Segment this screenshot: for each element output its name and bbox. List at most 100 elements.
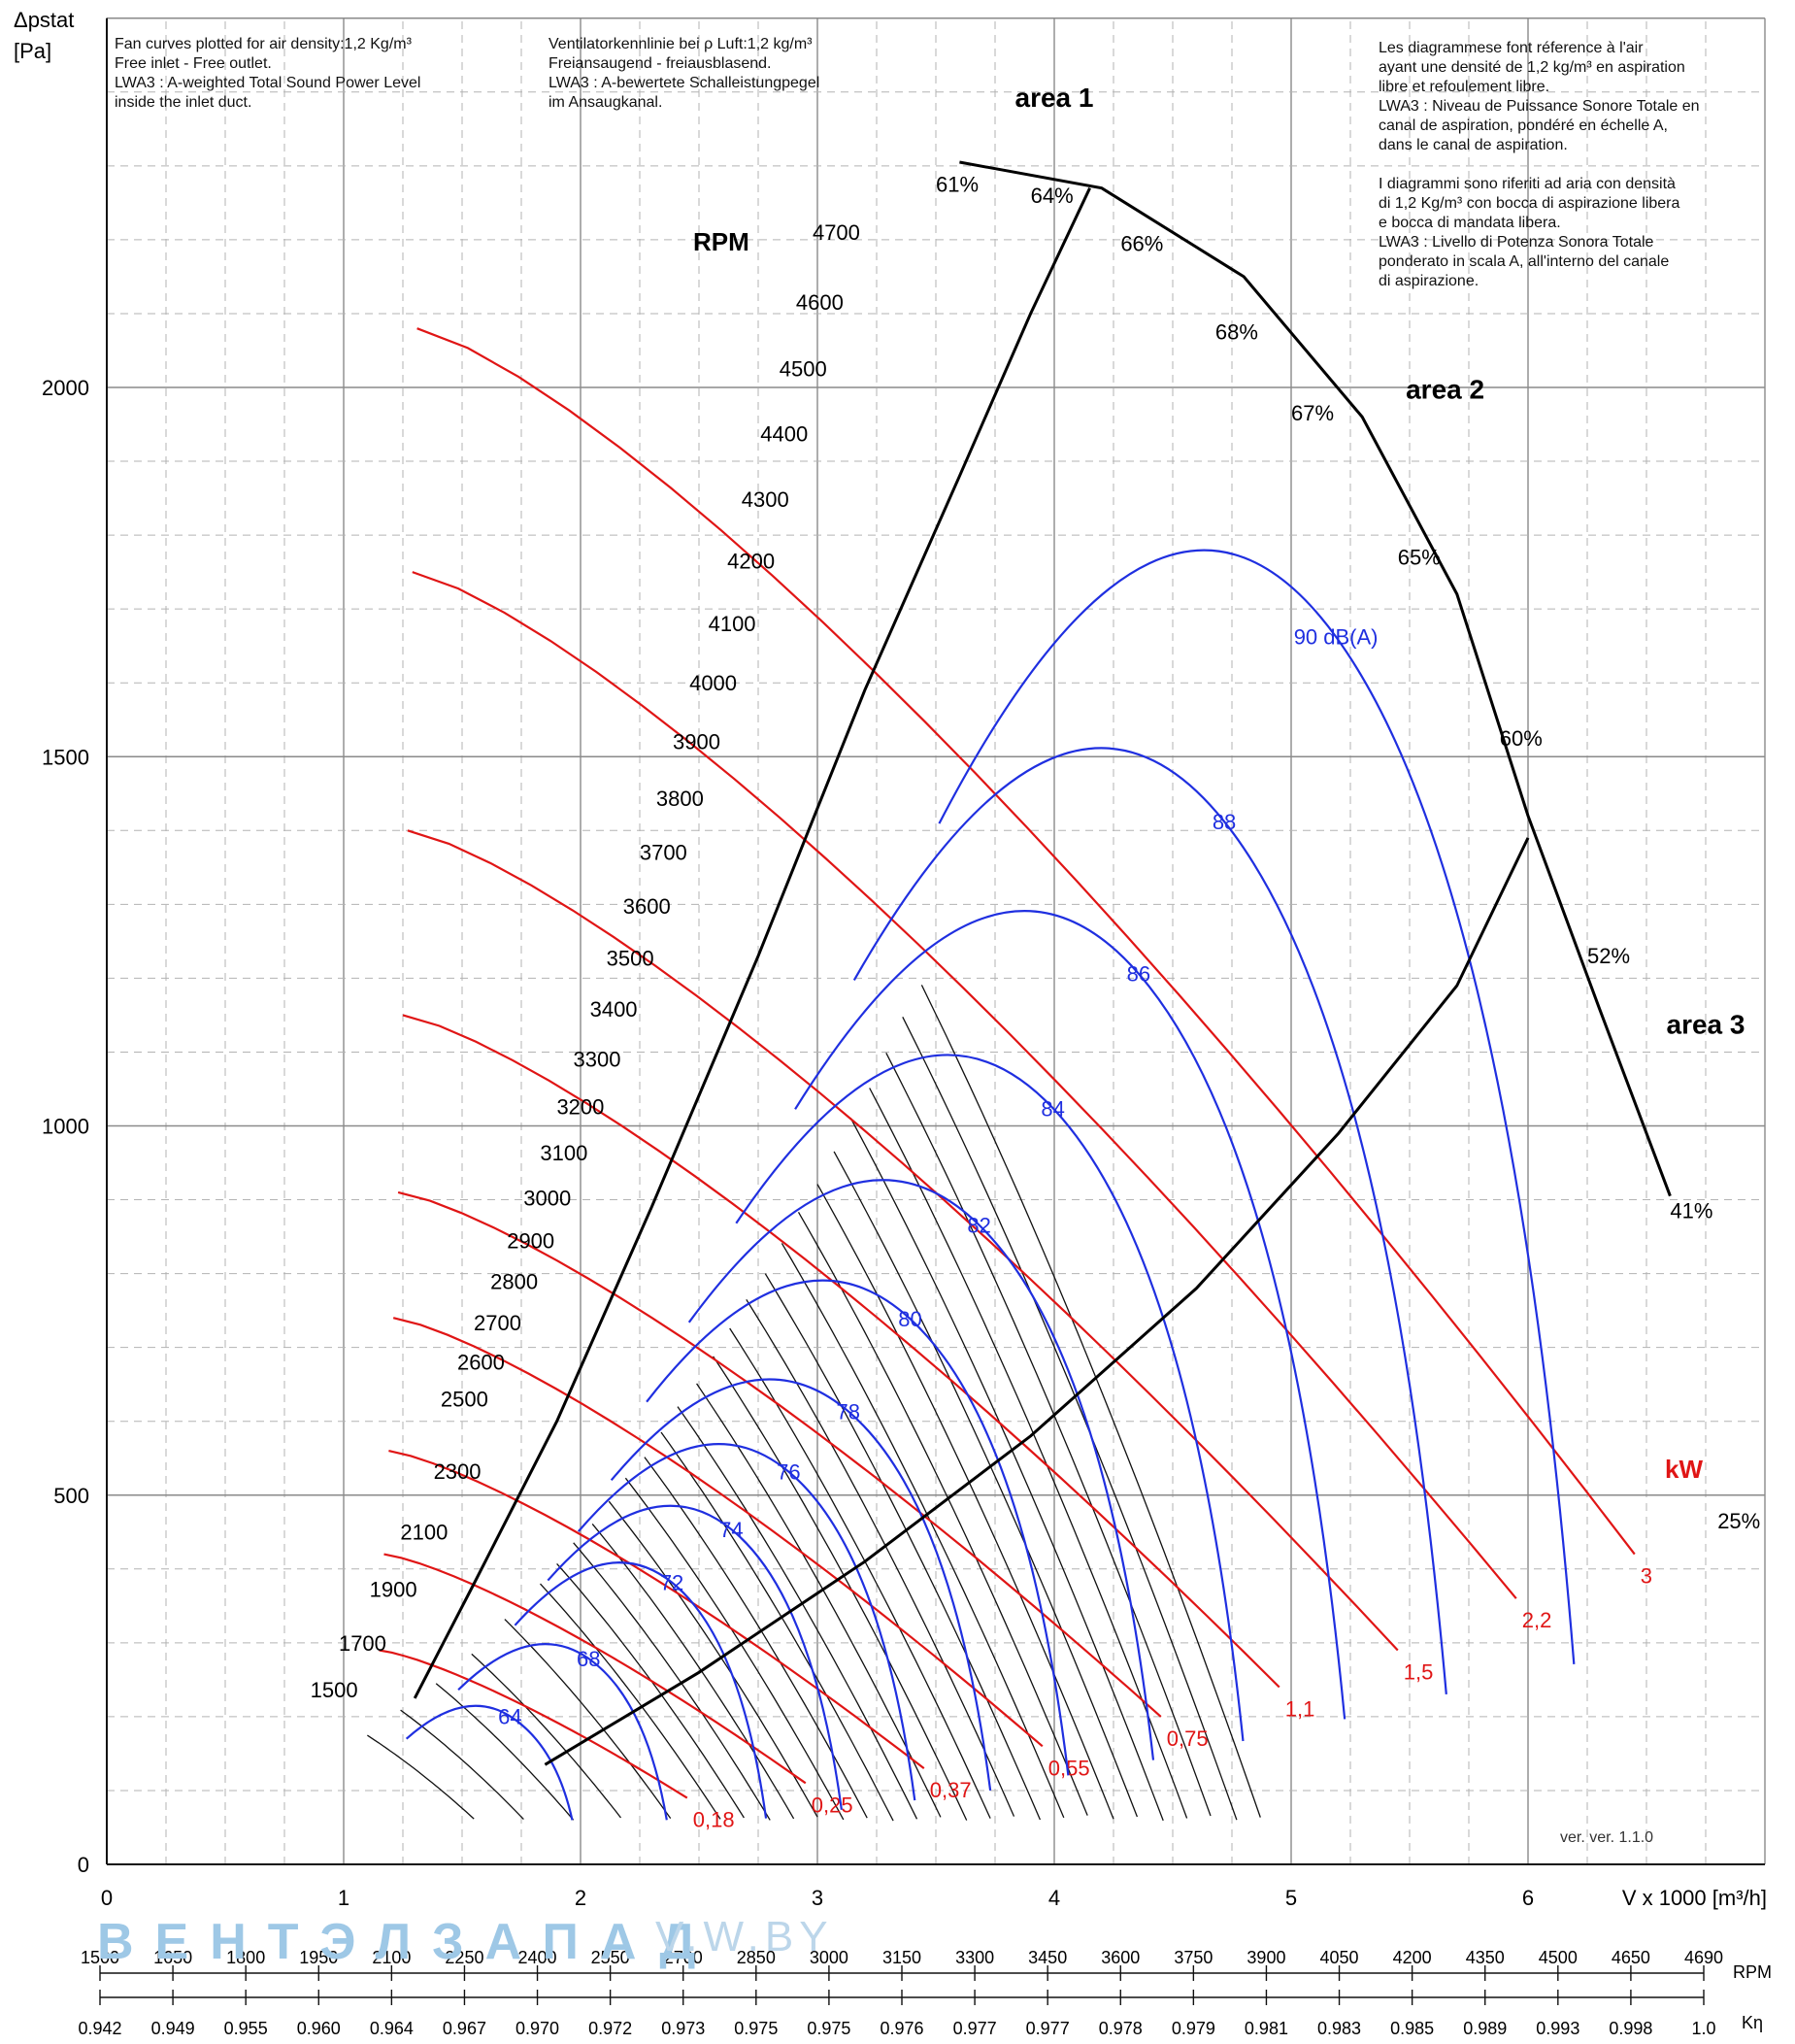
rpm-scale-tick-label: 3450 xyxy=(1028,1948,1067,1967)
rpm-scale-tick-label: 4200 xyxy=(1393,1948,1432,1967)
rpm-curve xyxy=(781,1243,1065,1819)
k-scale-tick-label: 0.977 xyxy=(1026,2019,1070,2038)
rpm-label: 4000 xyxy=(689,671,737,695)
efficiency-label: 65% xyxy=(1398,546,1441,570)
rpm-label: 3700 xyxy=(640,841,687,865)
rpm-curve xyxy=(504,1619,672,1819)
x-axis-label: V x 1000 [m³/h] xyxy=(1622,1886,1767,1910)
noise-curves: 64 68 72 74 76 78 80 82 84 86 88 90 dB(A) xyxy=(405,549,1576,1821)
y-tick-label: 1000 xyxy=(42,1115,89,1139)
power-unit-label: kW xyxy=(1665,1455,1703,1484)
power-curve xyxy=(402,1014,1280,1689)
rpm-label: 3600 xyxy=(623,894,671,919)
rpm-curve xyxy=(797,1211,1088,1816)
rpm-curve xyxy=(849,1117,1164,1822)
k-scale-tick-label: 1.0 xyxy=(1691,2019,1715,2038)
k-scale-tick-label: 0.979 xyxy=(1172,2019,1215,2038)
noise-curve xyxy=(514,1561,768,1819)
x-tick-label: 3 xyxy=(812,1886,823,1910)
rpm-curve xyxy=(746,1298,1015,1817)
k-scale-tick-label: 0.964 xyxy=(370,2019,414,2038)
noise-label: 64 xyxy=(498,1704,521,1728)
rpm-curve xyxy=(591,1523,795,1820)
k-scale-tick-label: 0.993 xyxy=(1536,2019,1579,2038)
k-scale-tick-label: 0.989 xyxy=(1463,2019,1507,2038)
rpm-curve xyxy=(400,1709,524,1821)
rpm-scale-tick-label: 4650 xyxy=(1612,1948,1650,1967)
rpm-curve xyxy=(764,1273,1041,1821)
note-french-italian: Les diagrammese font réference à l'air a… xyxy=(1379,40,1700,289)
y-tick-label: 500 xyxy=(53,1484,89,1508)
rpm-label: 3400 xyxy=(590,997,638,1022)
efficiency-label: 64% xyxy=(1031,184,1074,208)
rpm-scale-tick-label: 3300 xyxy=(955,1948,994,1967)
rpm-scale-tick-label: 2850 xyxy=(737,1948,776,1967)
k-scale-tick-label: 0.973 xyxy=(661,2019,705,2038)
rpm-scale-tick-label: 3600 xyxy=(1101,1948,1140,1967)
k-scale-tick-label: 0.949 xyxy=(151,2019,195,2038)
power-label: 0,18 xyxy=(693,1808,735,1832)
rpm-label: 4100 xyxy=(709,612,756,636)
rpm-label: 2800 xyxy=(490,1270,538,1294)
watermark-domain: V.W.BY xyxy=(655,1913,834,1960)
note-german: Ventilatorkennlinie bei ρ Luft:1,2 kg/m³… xyxy=(548,36,820,111)
rpm-label: 2300 xyxy=(434,1459,482,1484)
k-scale-label: Kη xyxy=(1742,2013,1763,2032)
system-line xyxy=(332,639,837,1864)
noise-curve xyxy=(687,1179,1155,1760)
rpm-curve xyxy=(816,1184,1114,1820)
area-boundaries xyxy=(413,160,1672,1766)
efficiency-envelope xyxy=(959,160,1672,1197)
noise-label: 78 xyxy=(836,1399,859,1424)
noise-curve xyxy=(547,1504,843,1810)
x-tick-label: 5 xyxy=(1285,1886,1297,1910)
rpm-label: 3100 xyxy=(540,1141,587,1165)
efficiency-label: 61% xyxy=(936,172,979,196)
rpm-curve xyxy=(902,1017,1238,1821)
k-scale-tick-label: 0.985 xyxy=(1390,2019,1434,2038)
rpm-curve xyxy=(644,1457,868,1819)
rpm-scale-tick-label: 1650 xyxy=(153,1948,192,1967)
k-scale-tick-label: 0.977 xyxy=(953,2019,997,2038)
x-tick-label: 4 xyxy=(1048,1886,1060,1910)
rpm-label: 4400 xyxy=(760,422,808,447)
rpm-label: 2100 xyxy=(400,1520,448,1544)
efficiency-label: 52% xyxy=(1587,944,1630,968)
rpm-curve xyxy=(660,1431,894,1822)
k-scale-tick-label: 0.942 xyxy=(78,2019,121,2038)
noise-curve xyxy=(610,1378,992,1792)
power-label: 1,5 xyxy=(1404,1659,1434,1684)
k-scale-tick-label: 0.998 xyxy=(1609,2019,1652,2038)
efficiency-label: 41% xyxy=(1670,1199,1712,1223)
area-label: area 2 xyxy=(1406,374,1484,404)
power-label: 3 xyxy=(1641,1564,1652,1589)
rpm-scale-tick-label: 4500 xyxy=(1539,1948,1578,1967)
noise-curve xyxy=(405,1704,574,1821)
rpm-curve xyxy=(677,1406,918,1820)
k-scale-tick-label: 0.975 xyxy=(807,2019,850,2038)
y-tick-label: 0 xyxy=(78,1853,89,1877)
boundary-1-2 xyxy=(413,187,1091,1699)
noise-curve xyxy=(852,747,1447,1694)
power-label: 0,55 xyxy=(1048,1756,1090,1780)
rpm-curve xyxy=(471,1653,622,1819)
rpm-scale-tick-label: 4350 xyxy=(1466,1948,1505,1967)
version-label: ver. ver. 1.1.0 xyxy=(1560,1829,1654,1846)
grid xyxy=(106,17,1766,1865)
noise-curve xyxy=(646,1279,1070,1776)
x-tick-label: 1 xyxy=(338,1886,349,1910)
y-axis-label: Δpstat [Pa] xyxy=(14,8,74,63)
efficiency-label: 68% xyxy=(1215,320,1258,345)
noise-label: 86 xyxy=(1127,962,1150,987)
x-tick-label: 0 xyxy=(101,1886,113,1910)
rpm-label: 2600 xyxy=(457,1350,505,1374)
rpm-label: 4300 xyxy=(742,487,789,512)
rpm-label: 1900 xyxy=(370,1578,417,1602)
efficiency-label: 60% xyxy=(1500,726,1543,751)
noise-label: 82 xyxy=(967,1214,990,1238)
noise-label: 88 xyxy=(1213,810,1236,834)
system-line xyxy=(474,1237,1433,1864)
area-label: area 1 xyxy=(1015,83,1094,113)
rpm-scale-tick-label: 4050 xyxy=(1320,1948,1359,1967)
rpm-scale-tick-label: 1500 xyxy=(81,1948,119,1967)
